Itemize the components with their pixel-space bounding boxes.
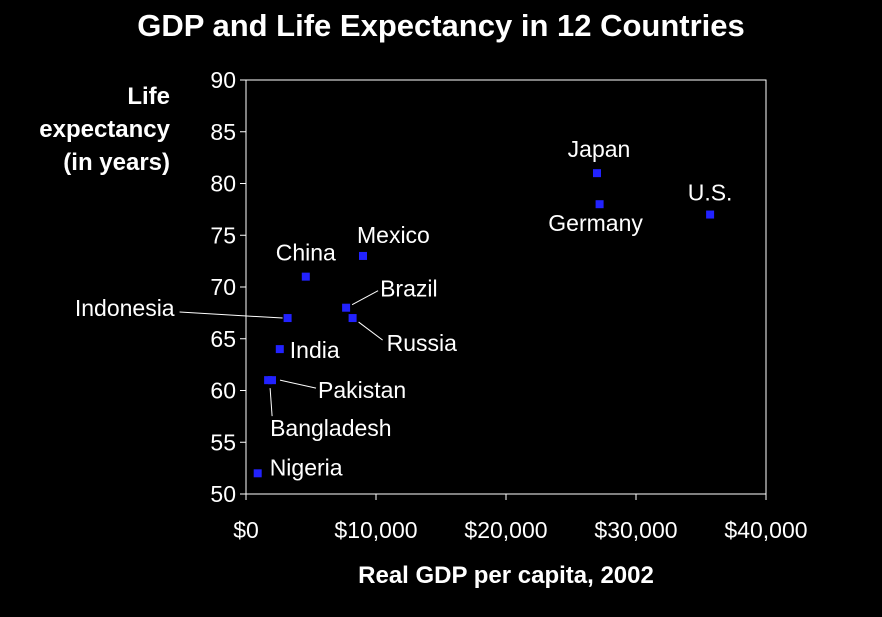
- point-label-china: China: [276, 240, 336, 266]
- point-label-u-s: U.S.: [688, 180, 733, 206]
- data-point-china: [301, 272, 310, 281]
- x-tick-label: $40,000: [724, 517, 807, 543]
- y-tick-label: 70: [210, 274, 236, 300]
- data-point-germany: [595, 200, 604, 209]
- data-point-u-s: [706, 210, 715, 219]
- data-point-japan: [593, 169, 601, 178]
- leader-line-russia: [358, 321, 383, 341]
- data-point-russia: [348, 314, 357, 323]
- y-tick-label: 75: [210, 222, 236, 248]
- point-label-bangladesh: Bangladesh: [270, 415, 392, 441]
- y-tick-label: 55: [210, 429, 236, 455]
- point-label-mexico: Mexico: [357, 222, 430, 248]
- x-tick-label: $20,000: [464, 517, 547, 543]
- y-tick-label: 65: [210, 326, 236, 352]
- y-axis-label-line-2: expectancy: [39, 116, 170, 143]
- chart-title: GDP and Life Expectancy in 12 Countries: [137, 8, 745, 43]
- data-point-india: [275, 345, 284, 354]
- point-label-russia: Russia: [387, 330, 458, 356]
- y-tick-label: 60: [210, 378, 236, 404]
- y-tick-label: 90: [210, 67, 236, 93]
- data-point-mexico: [359, 251, 367, 260]
- y-axis-label-line-1: Life: [127, 83, 170, 110]
- point-label-india: India: [290, 337, 340, 363]
- point-label-nigeria: Nigeria: [270, 454, 343, 480]
- leader-line-brazil: [351, 290, 379, 306]
- y-tick-label: 85: [210, 119, 236, 145]
- data-point-nigeria: [253, 469, 262, 478]
- point-label-germany: Germany: [548, 210, 643, 236]
- y-tick-label: 50: [210, 481, 236, 507]
- point-label-pakistan: Pakistan: [318, 377, 406, 403]
- data-point-pakistan: [268, 376, 276, 385]
- y-axis-label: Life expectancy (in years): [10, 80, 170, 179]
- data-point-indonesia: [283, 314, 292, 323]
- x-tick-label: $30,000: [594, 517, 677, 543]
- y-axis-label-line-3: (in years): [63, 149, 170, 176]
- y-tick-label: 80: [210, 171, 236, 197]
- leader-line-indonesia: [179, 311, 283, 319]
- point-label-brazil: Brazil: [380, 276, 438, 302]
- point-label-indonesia: Indonesia: [75, 295, 175, 321]
- leader-line-pakistan: [279, 379, 317, 389]
- x-tick-label: $10,000: [334, 517, 417, 543]
- x-axis-label: Real GDP per capita, 2002: [358, 562, 654, 589]
- x-tick-label: $0: [233, 517, 259, 543]
- point-label-japan: Japan: [568, 136, 631, 162]
- data-point-brazil: [342, 303, 351, 312]
- leader-line-bangladesh: [269, 388, 273, 417]
